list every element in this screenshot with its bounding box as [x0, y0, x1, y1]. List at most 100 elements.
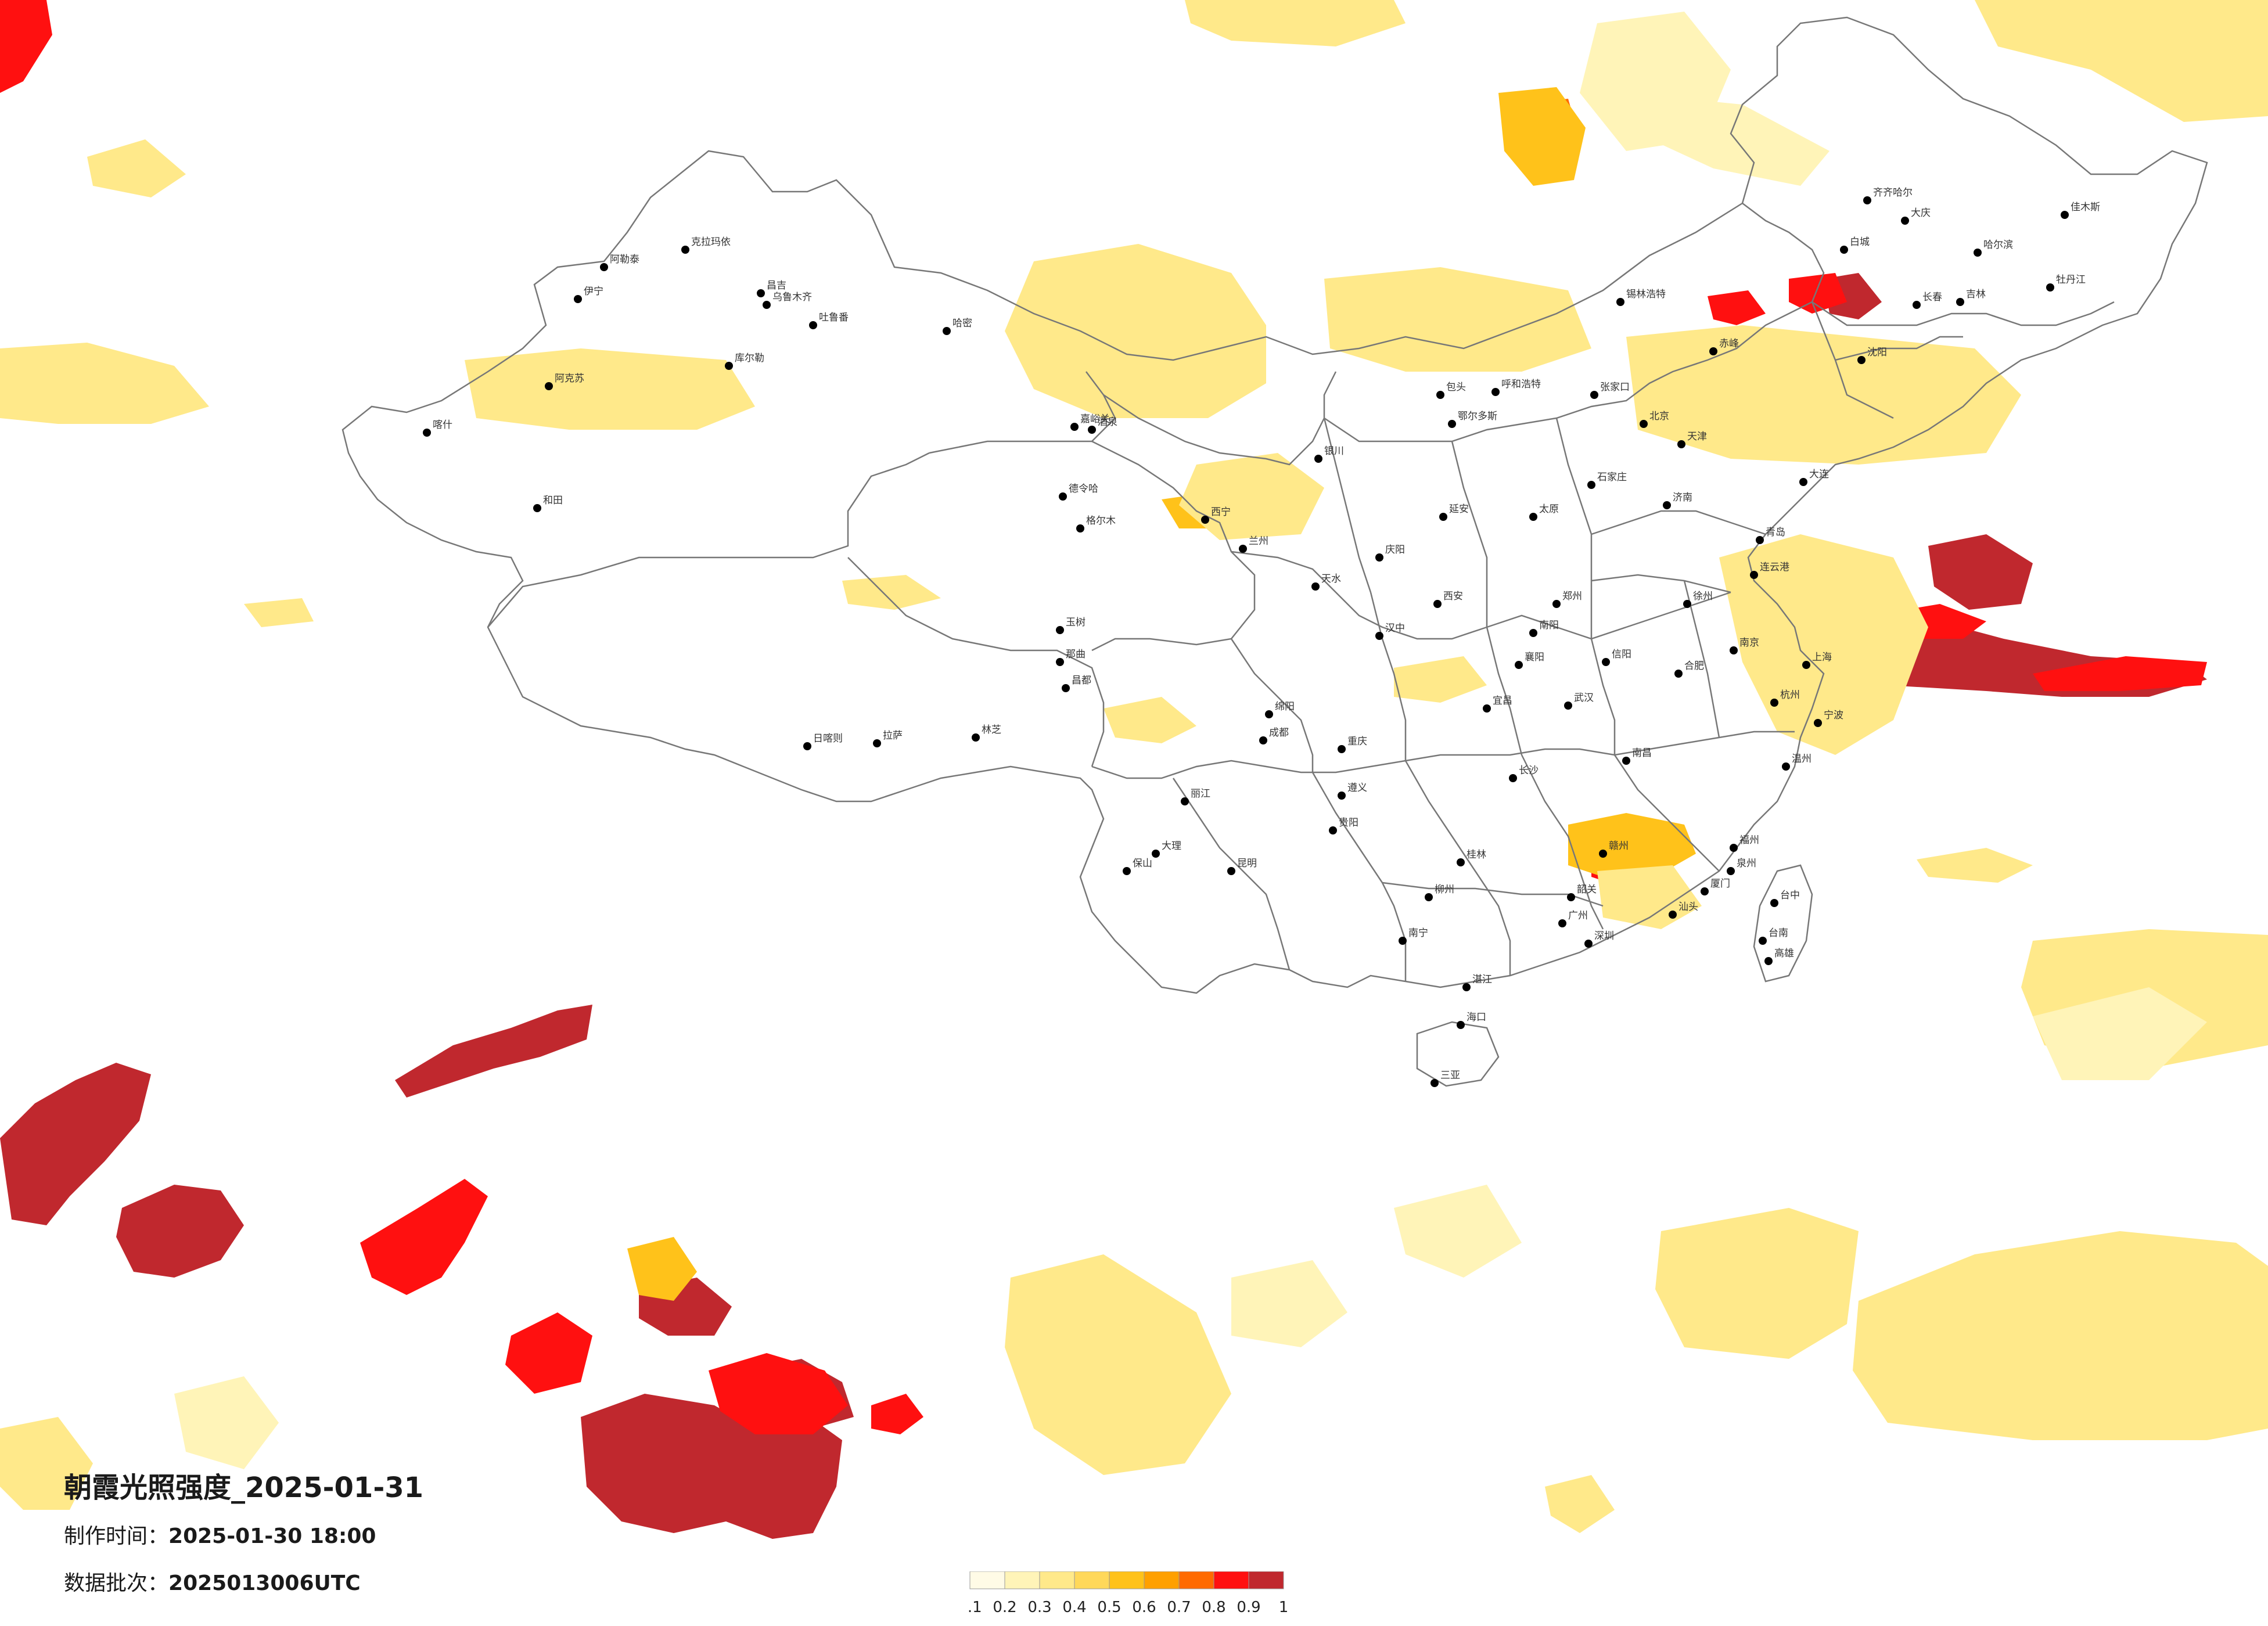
- city-label: 嘉峪关: [1080, 413, 1110, 425]
- city-label: 酒泉: [1098, 416, 1117, 428]
- city-marker: [1311, 582, 1320, 591]
- city-label: 长沙: [1519, 765, 1539, 776]
- city-marker: [1587, 481, 1595, 489]
- city-label: 白城: [1850, 236, 1870, 248]
- city-marker: [1770, 899, 1778, 907]
- city-marker: [1483, 704, 1491, 713]
- legend-swatch: [969, 1571, 1005, 1589]
- city-label: 贵阳: [1339, 817, 1358, 829]
- city-marker: [1152, 850, 1160, 858]
- city-label: 厦门: [1710, 878, 1730, 890]
- city-label: 包头: [1446, 382, 1466, 393]
- city-marker: [1616, 298, 1624, 306]
- city-marker: [757, 289, 765, 297]
- city-marker: [423, 429, 431, 437]
- city-marker: [1701, 887, 1709, 895]
- city-marker: [1669, 911, 1677, 919]
- legend-tick-label: 0.9: [1237, 1599, 1260, 1616]
- city-label: 上海: [1812, 652, 1832, 663]
- city-marker: [1329, 826, 1337, 834]
- city-label: 哈密: [953, 318, 972, 329]
- city-marker: [1123, 867, 1131, 875]
- city-label: 格尔木: [1086, 515, 1116, 527]
- city-marker: [1640, 420, 1648, 428]
- city-marker: [1782, 762, 1790, 771]
- city-label: 台南: [1769, 927, 1788, 939]
- city-label: 伊宁: [584, 286, 603, 297]
- city-label: 佳木斯: [2071, 202, 2100, 213]
- city-label: 郑州: [1562, 591, 1582, 602]
- city-label: 大庆: [1911, 207, 1931, 219]
- city-label: 丽江: [1191, 788, 1210, 800]
- production-time-label: 制作时间：: [64, 1524, 169, 1548]
- city-marker: [725, 362, 733, 370]
- city-marker: [1430, 1079, 1439, 1087]
- city-marker: [972, 733, 980, 742]
- city-label: 呼和浩特: [1501, 379, 1541, 390]
- legend-swatch: [1178, 1571, 1214, 1589]
- city-marker: [1529, 629, 1537, 637]
- city-marker: [1799, 478, 1807, 486]
- city-label: 福州: [1739, 834, 1759, 846]
- city-marker: [1201, 516, 1209, 524]
- city-label: 合肥: [1684, 660, 1704, 672]
- glow-intensity-layer: [0, 0, 2268, 1539]
- legend-swatch: [1109, 1571, 1145, 1589]
- data-batch-value: 2025013006UTC: [168, 1571, 361, 1595]
- city-marker: [1448, 420, 1456, 428]
- city-marker: [681, 246, 689, 254]
- city-marker: [1338, 792, 1346, 800]
- city-marker: [1857, 356, 1866, 364]
- city-label: 宜昌: [1493, 695, 1512, 707]
- city-label: 阿勒泰: [610, 254, 639, 265]
- legend-tick-label: 1: [1279, 1599, 1289, 1616]
- city-label: 拉萨: [883, 730, 903, 742]
- city-marker: [1462, 983, 1471, 991]
- city-marker: [1227, 867, 1235, 875]
- city-label: 泉州: [1737, 858, 1756, 869]
- city-marker: [1314, 455, 1322, 463]
- city-marker: [1056, 658, 1064, 666]
- legend-swatch: [1213, 1571, 1249, 1589]
- city-label: 徐州: [1693, 591, 1713, 602]
- city-label: 广州: [1568, 910, 1588, 922]
- city-marker: [1529, 513, 1537, 521]
- city-label: 日喀则: [813, 733, 843, 744]
- city-label: 赣州: [1609, 840, 1629, 852]
- color-legend: 0.1 0.2 0.3 0.4 0.5 0.6 0.7 0.8 0.9 1: [967, 1571, 1289, 1616]
- city-label: 保山: [1133, 858, 1152, 869]
- city-marker: [1663, 501, 1671, 509]
- city-marker: [1913, 301, 1921, 309]
- city-marker: [1759, 937, 1767, 945]
- legend-swatch: [1248, 1571, 1284, 1589]
- city-label: 襄阳: [1525, 651, 1544, 663]
- city-label: 喀什: [433, 419, 452, 431]
- city-marker: [1457, 858, 1465, 866]
- city-label: 昌都: [1072, 675, 1091, 686]
- city-marker: [1764, 957, 1773, 965]
- city-marker: [1375, 632, 1383, 640]
- city-label: 赤峰: [1719, 338, 1739, 350]
- city-marker: [1259, 736, 1267, 744]
- city-label: 阿克苏: [555, 373, 584, 384]
- city-label: 天水: [1321, 573, 1341, 585]
- city-marker: [1436, 391, 1444, 399]
- city-label: 台中: [1780, 890, 1800, 901]
- city-label: 鄂尔多斯: [1458, 411, 1497, 422]
- city-marker: [803, 742, 811, 750]
- city-label: 张家口: [1600, 382, 1630, 393]
- city-label: 吐鲁番: [819, 312, 849, 323]
- city-marker: [1425, 893, 1433, 901]
- city-marker: [1433, 600, 1442, 608]
- city-label: 连云港: [1760, 562, 1789, 573]
- city-marker: [1677, 440, 1685, 448]
- legend-tick-label: 0.4: [1062, 1599, 1086, 1616]
- city-label: 昆明: [1237, 858, 1257, 869]
- city-label: 杭州: [1780, 689, 1800, 701]
- city-marker: [1674, 670, 1683, 678]
- city-label: 庆阳: [1385, 544, 1405, 556]
- city-label: 克拉玛依: [691, 236, 731, 248]
- city-marker: [1457, 1021, 1465, 1029]
- city-label: 南宁: [1408, 927, 1428, 939]
